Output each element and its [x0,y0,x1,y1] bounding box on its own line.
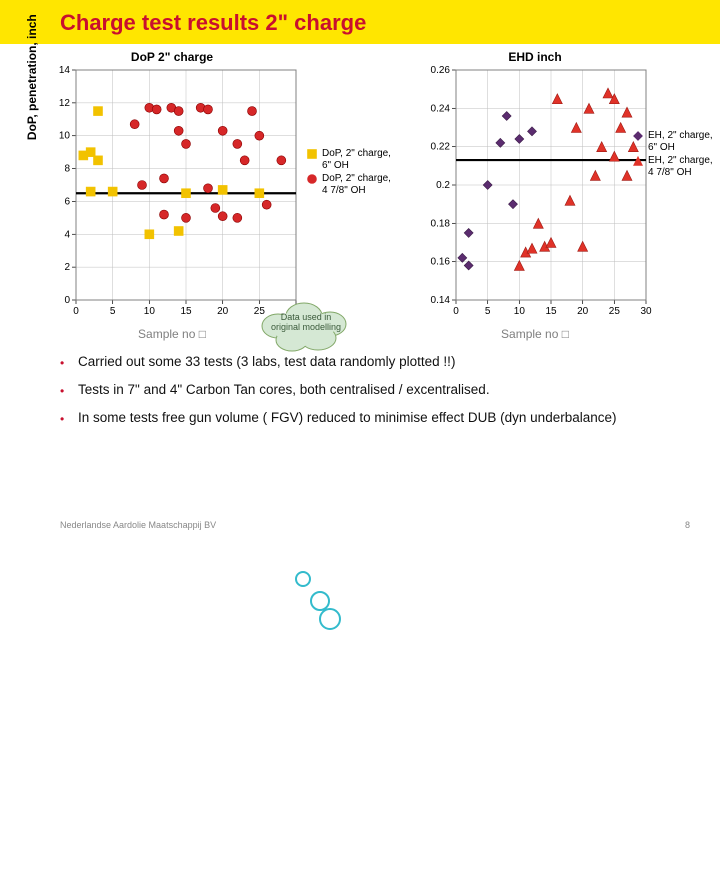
page-title: Charge test results 2" charge [60,10,720,36]
svg-text:20: 20 [217,306,229,317]
svg-text:0.26: 0.26 [431,66,451,76]
chart-left-legend: DoP, 2" charge, 6" OHDoP, 2" charge, 4 7… [306,148,394,198]
legend-item: EH, 2" charge, 6" OH [632,130,720,153]
svg-text:6: 6 [64,196,70,207]
svg-text:2: 2 [64,262,70,273]
svg-text:8: 8 [64,164,70,175]
footer: Nederlandse Aardolie Maatschappij BV 8 [60,520,690,530]
chart-right: EHD inch 0 5 10 15 20 25 30 0.14 0.16 0.18 0.2 0.22… [418,50,652,341]
bullets-list: Carried out some 33 tests (3 labs, test … [0,341,720,428]
svg-text:5: 5 [110,306,116,317]
charts-row: DoP 2" charge DoP, penetration, inch 051… [0,44,720,341]
footer-company: Nederlandse Aardolie Maatschappij BV [60,520,216,530]
bullet-item: Tests in 7" and 4" Carbon Tan cores, bot… [60,381,670,399]
svg-text:0.2: 0.2 [436,180,450,191]
svg-text:0: 0 [64,295,70,306]
bullet-item: In some tests free gun volume ( FGV) red… [60,409,670,427]
svg-text:0.22: 0.22 [431,142,451,153]
chart-right-plot: 0 5 10 15 20 25 30 0.14 0.16 0.18 0.2 0.22 0.24 0.26 [418,66,652,325]
svg-text:0.16: 0.16 [431,257,451,268]
svg-text:4: 4 [64,229,70,240]
svg-text:15: 15 [545,306,557,317]
chart-left-ylabel: DoP, penetration, inch [25,14,39,140]
svg-text:0: 0 [453,306,459,317]
chart-right-legend: EH, 2" charge, 6" OHEH, 2" charge, 4 7/8… [632,130,720,180]
svg-text:20: 20 [577,306,589,317]
chart-right-xlabel: Sample no □ [418,327,652,341]
footer-page-number: 8 [685,520,690,530]
svg-text:12: 12 [59,98,71,109]
svg-text:0.14: 0.14 [431,295,451,306]
svg-text:10: 10 [144,306,156,317]
chart-left-plot: 05101520253002468101214 [42,66,302,325]
cloud-text: Data used in original modelling [268,312,344,333]
svg-text:0.18: 0.18 [431,218,451,229]
chart-left-title: DoP 2" charge [42,50,302,64]
svg-text:0.24: 0.24 [431,103,451,114]
svg-text:15: 15 [180,306,192,317]
chart-right-title: EHD inch [418,50,652,64]
svg-text:25: 25 [609,306,621,317]
cloud-callout: Data used in original modelling [256,296,356,359]
svg-text:10: 10 [514,306,526,317]
legend-item: EH, 2" charge, 4 7/8" OH [632,155,720,178]
legend-item: DoP, 2" charge, 4 7/8" OH [306,173,394,196]
svg-text:10: 10 [59,131,71,142]
svg-text:0: 0 [73,306,79,317]
svg-text:30: 30 [640,306,652,317]
bullet-item: Carried out some 33 tests (3 labs, test … [60,353,670,371]
title-bar: Charge test results 2" charge [0,0,720,44]
svg-text:5: 5 [485,306,491,317]
svg-text:14: 14 [59,66,71,76]
legend-item: DoP, 2" charge, 6" OH [306,148,394,171]
